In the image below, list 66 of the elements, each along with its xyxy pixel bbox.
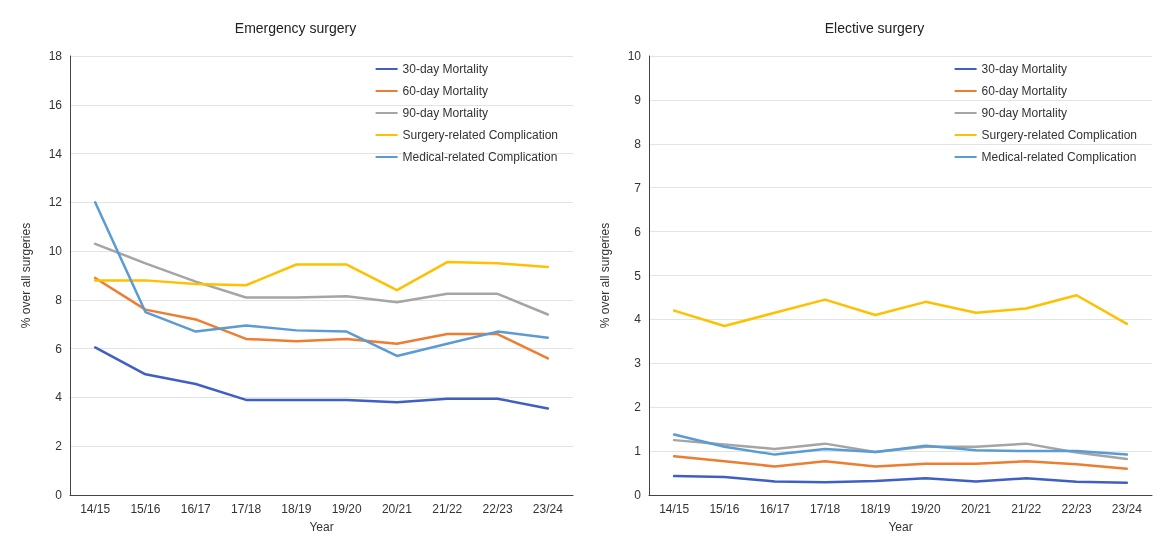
y-tick-label: 6 bbox=[55, 341, 63, 356]
y-axis-title: % over all surgeries bbox=[598, 222, 612, 329]
x-tick-label: 15/16 bbox=[709, 502, 740, 516]
line-series bbox=[93, 260, 550, 292]
y-tick-label: 14 bbox=[48, 146, 63, 161]
y-tick-label: 2 bbox=[634, 400, 642, 415]
x-tick-label: 16/17 bbox=[759, 502, 791, 516]
y-tick-label: 10 bbox=[48, 244, 63, 259]
y-tick-label: 16 bbox=[48, 97, 63, 112]
legend-label: Medical-related Complication bbox=[402, 150, 558, 164]
legend-label: 60-day Mortality bbox=[981, 84, 1067, 98]
line-series bbox=[93, 276, 550, 360]
x-tick-label: 21/22 bbox=[1011, 502, 1042, 516]
chart-title: Elective surgery bbox=[824, 20, 925, 36]
line-series bbox=[93, 346, 550, 410]
x-tick-label: 22/23 bbox=[1061, 502, 1092, 516]
legend-label: Surgery-related Complication bbox=[402, 128, 558, 142]
line-series bbox=[672, 474, 1129, 484]
chart-title: Emergency surgery bbox=[234, 20, 357, 36]
x-tick-label: 14/15 bbox=[80, 502, 111, 516]
legend-label: 90-day Mortality bbox=[981, 106, 1067, 120]
line-series bbox=[93, 201, 550, 358]
y-tick-label: 5 bbox=[634, 268, 642, 283]
y-tick-label: 4 bbox=[634, 312, 642, 327]
y-tick-label: 2 bbox=[55, 439, 63, 454]
x-tick-label: 19/20 bbox=[331, 502, 362, 516]
x-tick-label: 17/18 bbox=[231, 502, 262, 516]
x-tick-label: 19/20 bbox=[910, 502, 941, 516]
x-tick-label: 21/22 bbox=[432, 502, 463, 516]
x-tick-label: 17/18 bbox=[810, 502, 841, 516]
legend-label: 60-day Mortality bbox=[402, 84, 488, 98]
y-tick-label: 10 bbox=[627, 49, 642, 63]
y-tick-label: 7 bbox=[634, 180, 642, 195]
x-tick-label: 20/21 bbox=[960, 502, 992, 516]
legend-label: 90-day Mortality bbox=[402, 106, 488, 120]
y-tick-label: 3 bbox=[634, 356, 642, 371]
y-tick-label: 8 bbox=[55, 292, 63, 307]
x-tick-label: 14/15 bbox=[659, 502, 690, 516]
x-tick-label: 18/19 bbox=[281, 502, 312, 516]
y-tick-label: 9 bbox=[634, 92, 642, 107]
x-tick-label: 23/24 bbox=[532, 502, 564, 516]
x-axis-title: Year bbox=[309, 520, 334, 534]
x-tick-label: 20/21 bbox=[381, 502, 413, 516]
legend-label: 30-day Mortality bbox=[981, 62, 1067, 76]
y-axis-title: % over all surgeries bbox=[19, 222, 33, 329]
y-tick-label: 4 bbox=[55, 390, 63, 405]
legend-label: Surgery-related Complication bbox=[981, 128, 1137, 142]
x-tick-label: 15/16 bbox=[130, 502, 161, 516]
x-tick-label: 22/23 bbox=[482, 502, 513, 516]
line-series bbox=[672, 433, 1129, 456]
x-tick-label: 16/17 bbox=[180, 502, 212, 516]
x-tick-label: 18/19 bbox=[860, 502, 891, 516]
line-series bbox=[672, 294, 1129, 328]
legend-label: Medical-related Complication bbox=[981, 150, 1137, 164]
x-axis-title: Year bbox=[888, 520, 913, 534]
y-tick-label: 0 bbox=[634, 488, 642, 502]
x-tick-label: 23/24 bbox=[1111, 502, 1143, 516]
y-tick-label: 12 bbox=[48, 195, 63, 210]
y-tick-label: 6 bbox=[634, 224, 642, 239]
y-tick-label: 8 bbox=[634, 136, 642, 151]
y-tick-label: 0 bbox=[55, 488, 63, 502]
line-series bbox=[672, 455, 1129, 470]
y-tick-label: 1 bbox=[634, 444, 642, 459]
y-tick-label: 18 bbox=[48, 49, 63, 63]
legend-label: 30-day Mortality bbox=[402, 62, 488, 76]
line-series bbox=[93, 242, 550, 316]
